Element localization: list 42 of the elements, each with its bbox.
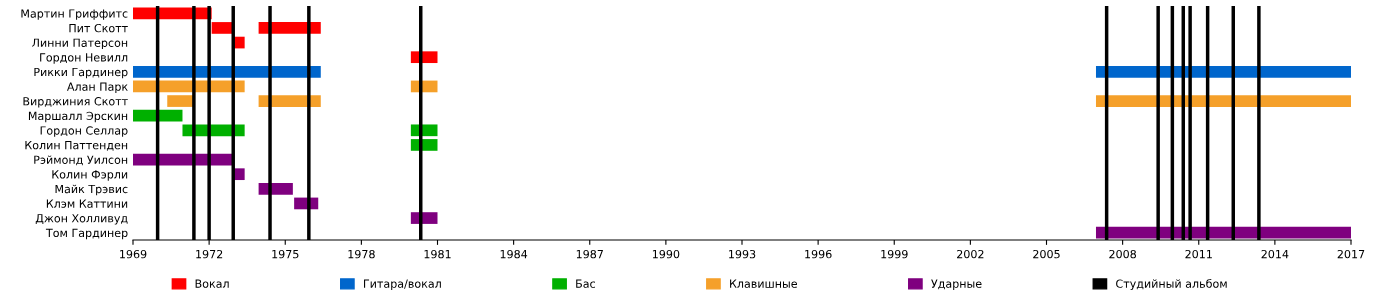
legend-label: Студийный альбом — [1116, 279, 1227, 290]
x-tick-label: 1978 — [348, 249, 375, 259]
x-tick-label: 1996 — [805, 249, 832, 259]
bar — [167, 95, 194, 107]
x-tick-label: 1981 — [424, 249, 451, 259]
y-tick-label: Майк Трэвис — [55, 184, 128, 196]
legend-label: Вокал — [195, 279, 229, 288]
y-tick-label: Маршалл Эрскин — [28, 111, 128, 123]
legend-label: Бас — [576, 279, 595, 288]
y-tick-label: Гордон Селлар — [40, 126, 128, 137]
y-tick-label: Мартин Гриффитс — [21, 9, 128, 20]
legend-label: Клавишные — [730, 279, 798, 288]
x-tick-label: 1993 — [729, 249, 756, 259]
x-tick-label: 2008 — [1109, 249, 1136, 259]
x-tick-label: 1975 — [272, 249, 299, 259]
y-tick-label: Колин Паттенден — [25, 141, 128, 151]
y-tick-label: Джон Холливуд — [35, 214, 128, 225]
bar — [211, 22, 234, 34]
legend-label: Гитара/вокал — [364, 279, 441, 290]
legend-label: Ударные — [931, 279, 982, 290]
x-tick-label: 2002 — [957, 249, 984, 259]
x-tick-label: 1990 — [652, 249, 680, 259]
y-tick-label: Рикки Гардинер — [34, 67, 128, 79]
y-tick-label: Клэм Каттини — [46, 199, 128, 208]
x-tick-label: 1987 — [576, 249, 603, 259]
bar — [133, 109, 183, 122]
x-tick-label: 2014 — [1261, 249, 1289, 259]
x-tick-label: 1972 — [196, 249, 223, 259]
y-tick-label: Алан Парк — [66, 82, 128, 93]
y-tick-label: Вирджиния Скотт — [23, 97, 128, 108]
y-tick-label: Линни Патерсон — [32, 38, 128, 50]
y-tick-label: Том Гардинер — [45, 228, 128, 240]
x-tick-label: 1999 — [881, 249, 908, 259]
x-tick-label: 2005 — [1033, 249, 1060, 259]
x-tick-label: 2017 — [1337, 249, 1365, 259]
x-tick-label: 2011 — [1185, 249, 1212, 259]
x-tick-label: 1984 — [500, 249, 528, 259]
x-tick-label: 1969 — [120, 249, 147, 259]
y-tick-label: Колин Фэрли — [52, 170, 128, 181]
y-tick-label: Рэймонд Уилсон — [34, 155, 128, 166]
y-tick-label: Пит Скотт — [69, 23, 128, 33]
y-tick-label: Гордон Невилл — [40, 53, 128, 64]
